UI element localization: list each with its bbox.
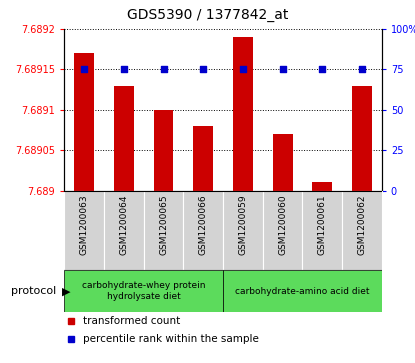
Point xyxy=(200,66,207,72)
Point xyxy=(81,66,88,72)
Bar xyxy=(352,86,372,191)
Text: GSM1200062: GSM1200062 xyxy=(357,195,366,255)
Bar xyxy=(312,183,332,191)
Text: GSM1200065: GSM1200065 xyxy=(159,195,168,255)
Bar xyxy=(223,270,382,312)
Bar xyxy=(64,191,104,270)
Text: percentile rank within the sample: percentile rank within the sample xyxy=(83,334,259,344)
Point xyxy=(239,66,246,72)
Bar xyxy=(233,37,253,191)
Bar xyxy=(183,191,223,270)
Bar xyxy=(193,126,213,191)
Bar xyxy=(263,191,303,270)
Point xyxy=(120,66,127,72)
Bar xyxy=(303,191,342,270)
Bar xyxy=(74,53,94,191)
Bar xyxy=(223,191,263,270)
Bar xyxy=(273,134,293,191)
Text: GSM1200059: GSM1200059 xyxy=(238,195,247,255)
Point xyxy=(160,66,167,72)
Text: GDS5390 / 1377842_at: GDS5390 / 1377842_at xyxy=(127,8,288,21)
Text: GSM1200061: GSM1200061 xyxy=(318,195,327,255)
Bar xyxy=(64,270,223,312)
Bar xyxy=(114,86,134,191)
Bar xyxy=(154,110,173,191)
Text: ▶: ▶ xyxy=(62,286,71,296)
Text: GSM1200064: GSM1200064 xyxy=(120,195,128,255)
Text: GSM1200063: GSM1200063 xyxy=(80,195,89,255)
Text: transformed count: transformed count xyxy=(83,316,181,326)
Text: carbohydrate-amino acid diet: carbohydrate-amino acid diet xyxy=(235,287,370,296)
Text: protocol: protocol xyxy=(12,286,60,296)
Text: GSM1200060: GSM1200060 xyxy=(278,195,287,255)
Bar xyxy=(104,191,144,270)
Bar xyxy=(342,191,382,270)
Point xyxy=(319,66,326,72)
Text: GSM1200066: GSM1200066 xyxy=(199,195,208,255)
Text: carbohydrate-whey protein
hydrolysate diet: carbohydrate-whey protein hydrolysate di… xyxy=(82,281,205,301)
Point xyxy=(359,66,365,72)
Bar xyxy=(144,191,183,270)
Point xyxy=(279,66,286,72)
